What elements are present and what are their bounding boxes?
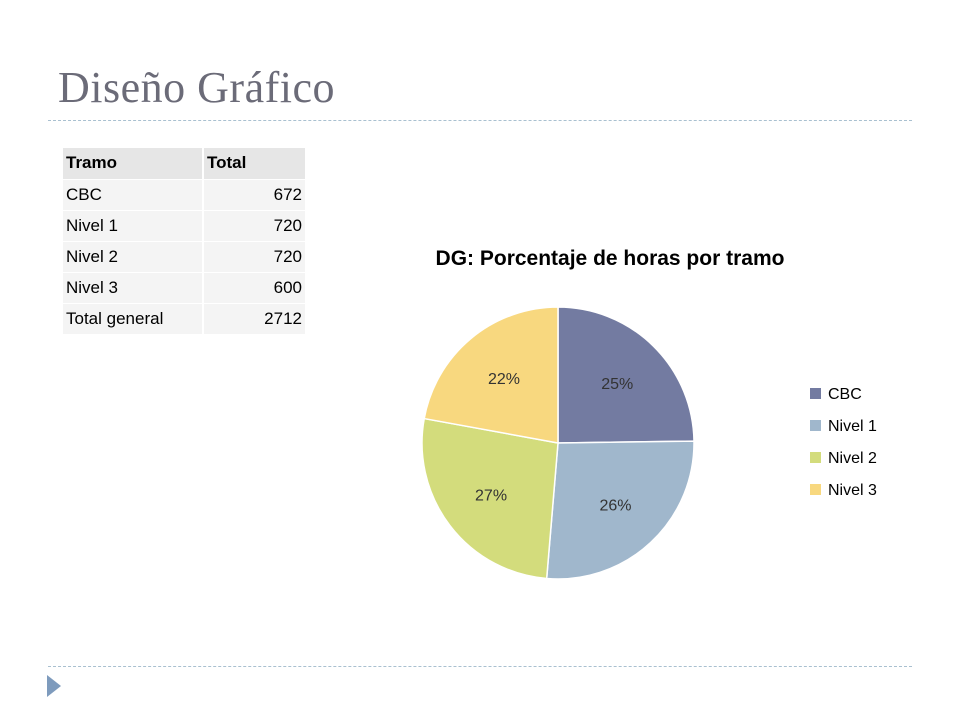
chart-title: DG: Porcentaje de horas por tramo [436, 247, 785, 270]
row-label: Nivel 1 [63, 209, 204, 241]
table-row: Nivel 2 720 [63, 240, 305, 272]
hours-table: Tramo Total CBC 672 Nivel 1 720 Nivel 2 … [63, 148, 305, 334]
footer-divider [48, 666, 912, 667]
slice-data-label: 27% [475, 487, 507, 504]
legend-label: CBC [828, 386, 862, 403]
pie-slice-nivel-1 [545, 440, 695, 580]
legend-label: Nivel 3 [828, 482, 877, 499]
pie-slice-nivel-2 [421, 417, 559, 580]
row-value: 2712 [203, 302, 305, 334]
legend-label: Nivel 2 [828, 450, 877, 467]
slice-data-label: 26% [600, 498, 632, 515]
row-value: 720 [203, 209, 305, 241]
row-value: 720 [203, 240, 305, 272]
pie-slice-nivel-3 [423, 306, 559, 444]
row-label: Nivel 3 [63, 271, 204, 303]
table-row: Nivel 3 600 [63, 271, 305, 303]
slice-data-label: 22% [488, 371, 520, 388]
legend-label: Nivel 1 [828, 418, 877, 435]
table-row: Total general 2712 [63, 302, 305, 334]
legend-swatch [810, 420, 821, 431]
column-header-total: Total [203, 148, 305, 179]
table-header-row: Tramo Total [63, 148, 305, 179]
pie-slice-cbc [557, 306, 695, 444]
pie-chart: DG: Porcentaje de horas por tramo 25% 26%… [421, 247, 877, 580]
legend-swatch [810, 484, 821, 495]
slide-bullet-icon [47, 675, 61, 697]
title-divider [48, 120, 912, 121]
table-row: CBC 672 [63, 178, 305, 210]
row-label: Nivel 2 [63, 240, 204, 272]
legend-swatch [810, 388, 821, 399]
slide-title: Diseño Gráfico [58, 63, 336, 112]
row-label: CBC [63, 178, 204, 210]
row-value: 672 [203, 178, 305, 210]
row-label: Total general [63, 302, 204, 334]
legend-swatch [810, 452, 821, 463]
row-value: 600 [203, 271, 305, 303]
table-row: Nivel 1 720 [63, 209, 305, 241]
slice-data-label: 25% [601, 376, 633, 393]
column-header-tramo: Tramo [63, 148, 204, 179]
